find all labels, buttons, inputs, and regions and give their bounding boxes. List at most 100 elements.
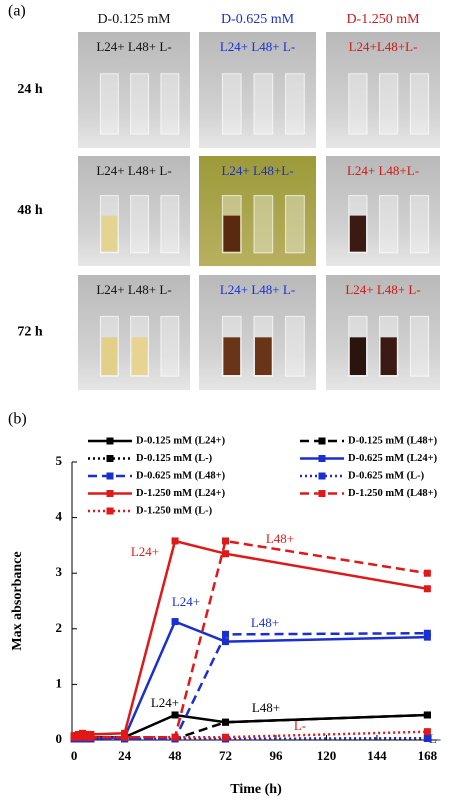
photo <box>326 156 440 266</box>
vial <box>379 195 399 254</box>
vial <box>285 195 305 254</box>
x-tick-label: 0 <box>71 748 78 763</box>
marker <box>171 733 179 741</box>
legend-label: D-1.250 mM (L48+) <box>348 488 438 499</box>
annotation: L- <box>429 731 441 746</box>
legend-label: D-1.250 mM (L-) <box>136 505 213 516</box>
vial <box>285 73 305 135</box>
vial <box>221 73 242 135</box>
vial <box>409 195 430 254</box>
x-axis-label: Time (h) <box>230 782 282 797</box>
marker <box>423 585 431 593</box>
x-tick-label: 120 <box>317 748 337 763</box>
x-tick-label: 24 <box>118 748 132 763</box>
cell-label: L24+ L48+L- <box>221 163 293 178</box>
vial <box>348 73 368 135</box>
column-header: D-0.125 mM <box>97 12 171 27</box>
column-header: D-1.250 mM <box>346 12 420 27</box>
vial-liquid <box>223 337 241 376</box>
photo <box>199 32 316 148</box>
annotation: L24+ <box>172 594 200 609</box>
cell-label: L24+ L48+ L- <box>96 39 171 54</box>
x-tick-label: 72 <box>219 748 232 763</box>
vial <box>253 195 274 254</box>
marker <box>70 733 78 741</box>
vial-liquid <box>349 337 367 376</box>
vial <box>99 73 119 135</box>
marker <box>423 711 431 719</box>
annotation: L48+ <box>251 615 279 630</box>
photo <box>199 156 316 266</box>
vial <box>130 195 150 254</box>
legend-label: D-0.625 mM (L48+) <box>136 470 226 481</box>
legend-label: D-0.125 mM (L-) <box>136 453 213 464</box>
vial <box>379 73 399 135</box>
marker <box>222 550 230 558</box>
y-axis-label: Max absorbance <box>10 551 25 650</box>
annotation: L48+ <box>252 700 280 715</box>
cell-label: L24+ L48+ L- <box>220 282 295 297</box>
annotation: L24+ <box>151 695 179 710</box>
cell-label: L24+ L48+L- <box>347 163 419 178</box>
y-tick-label: 0 <box>56 731 63 746</box>
legend-marker <box>106 490 114 497</box>
vial-liquid <box>101 215 118 252</box>
column-header: D-0.625 mM <box>221 12 295 27</box>
panel-label: (b) <box>8 411 27 428</box>
legend-marker <box>106 455 114 462</box>
marker <box>222 638 230 646</box>
x-tick-label: 96 <box>269 748 283 763</box>
marker <box>222 630 230 638</box>
marker <box>171 618 179 626</box>
vial <box>160 315 180 377</box>
vial-liquid <box>254 337 272 376</box>
legend-marker <box>106 507 114 515</box>
legend-marker <box>318 437 326 445</box>
vial <box>409 73 430 135</box>
x-tick-label: 48 <box>169 748 183 763</box>
legend-marker <box>318 472 326 480</box>
legend-label: D-1.250 mM (L24+) <box>136 488 226 499</box>
marker <box>83 732 91 740</box>
vial <box>160 73 180 135</box>
marker <box>222 733 230 741</box>
annotation: L24+ <box>131 544 159 559</box>
marker <box>87 733 95 741</box>
marker <box>423 633 431 641</box>
cell-label: L24+ L48+ L- <box>220 39 295 54</box>
marker <box>423 569 431 577</box>
vial <box>409 315 430 377</box>
cell-label: L24+L48+L- <box>349 39 418 54</box>
marker <box>171 711 179 719</box>
vial-liquid <box>349 215 367 252</box>
legend-marker <box>106 437 114 445</box>
vial <box>130 73 150 135</box>
row-label: 48 h <box>17 203 43 218</box>
row-label: 72 h <box>17 325 43 340</box>
panel-label: (a) <box>8 3 26 20</box>
marker <box>222 718 230 726</box>
cell-label: L24+ L48+ L- <box>96 163 171 178</box>
legend-label: D-0.125 mM (L48+) <box>348 435 438 446</box>
vial <box>253 73 274 135</box>
photo <box>78 156 190 266</box>
y-tick-label: 1 <box>56 675 63 690</box>
marker <box>74 732 82 740</box>
photo <box>78 32 190 148</box>
cell-label: L24+ L48+ L- <box>345 282 420 297</box>
marker <box>121 729 129 737</box>
legend-marker <box>318 455 326 462</box>
marker <box>171 537 179 545</box>
legend-label: D-0.625 mM (L24+) <box>348 453 438 464</box>
marker <box>121 733 129 741</box>
vial-liquid <box>223 215 241 252</box>
legend-marker <box>318 490 326 497</box>
photo <box>326 32 440 148</box>
row-label: 24 h <box>17 82 43 97</box>
legend-label: D-0.125 mM (L24+) <box>136 435 226 446</box>
annotation: L- <box>294 718 306 733</box>
y-tick-label: 4 <box>56 509 63 524</box>
marker <box>423 629 431 637</box>
y-tick-label: 5 <box>56 453 63 468</box>
